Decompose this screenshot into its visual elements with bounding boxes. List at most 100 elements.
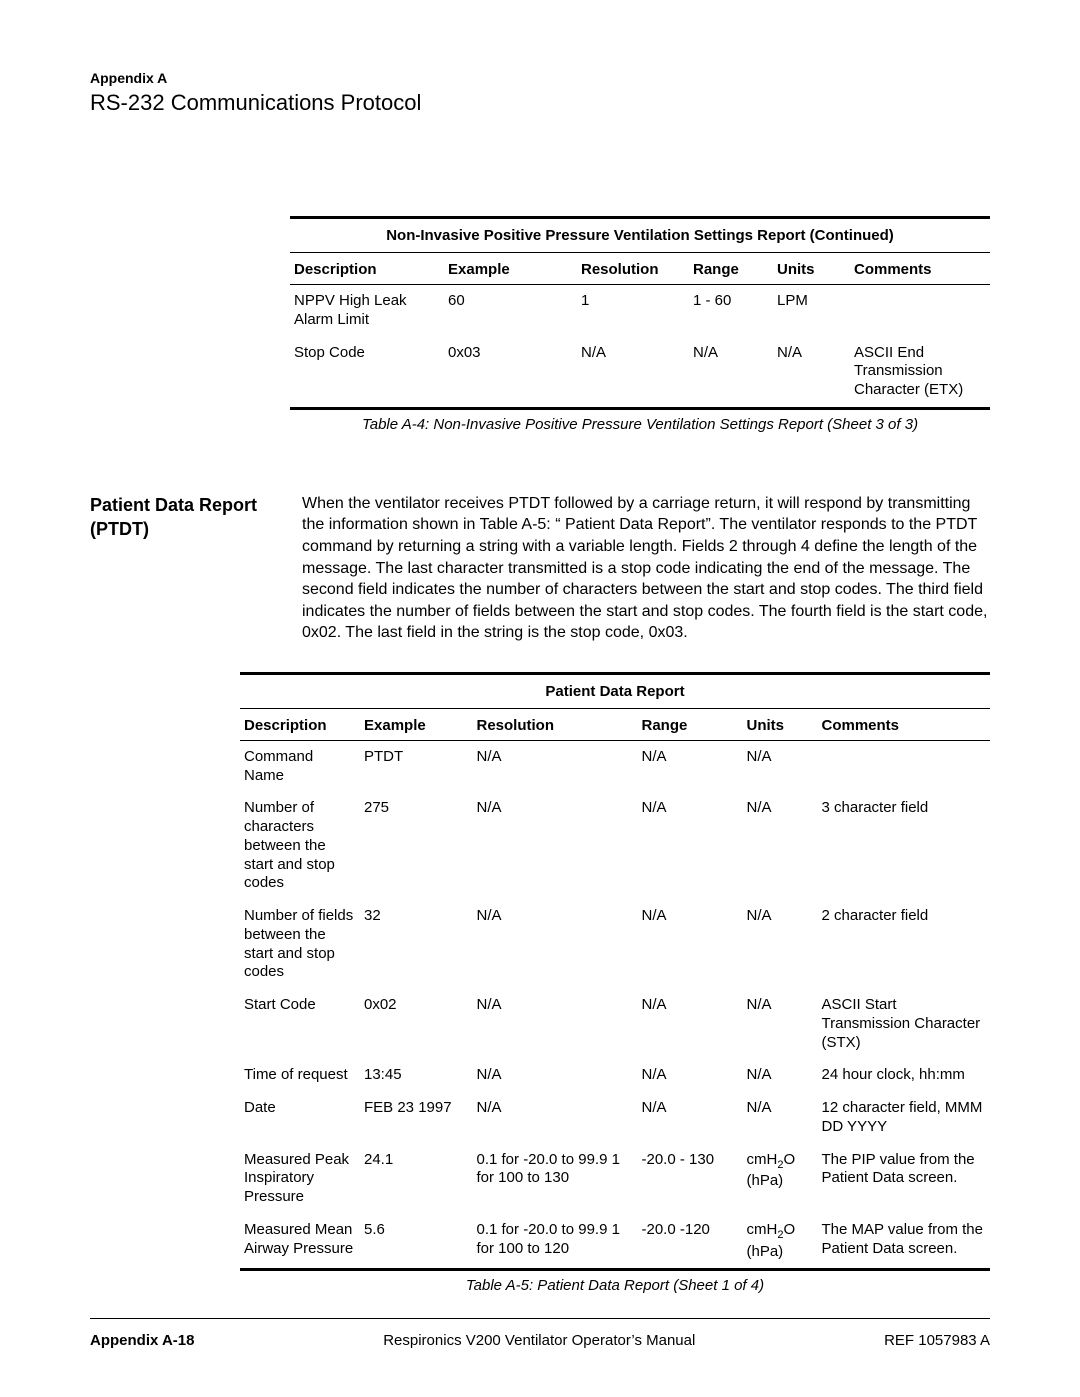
- section-title: Patient Data Report (PTDT): [90, 493, 302, 644]
- table-cell: N/A: [577, 337, 689, 409]
- table-cell: ASCII End Transmission Character (ETX): [850, 337, 990, 409]
- table-a5-wrap: Patient Data ReportDescriptionExampleRes…: [240, 672, 990, 1295]
- table-cell: 0.1 for -20.0 to 99.9 1 for 100 to 130: [473, 1144, 638, 1214]
- column-header: Description: [240, 708, 360, 740]
- table-row: Number of fields between the start and s…: [240, 900, 990, 989]
- column-header: Units: [743, 708, 818, 740]
- footer-center: Respironics V200 Ventilator Operator’s M…: [383, 1332, 695, 1349]
- table-cell: ASCII Start Transmission Character (STX): [818, 989, 991, 1059]
- table-cell: 1 - 60: [689, 285, 773, 337]
- table-row: DateFEB 23 1997N/AN/AN/A12 character fie…: [240, 1092, 990, 1144]
- table-cell: 0x02: [360, 989, 473, 1059]
- table-cell: N/A: [638, 1059, 743, 1092]
- table-row: Number of characters between the start a…: [240, 792, 990, 900]
- table-cell: N/A: [473, 1092, 638, 1144]
- table-cell: N/A: [638, 989, 743, 1059]
- table-cell: [850, 285, 990, 337]
- table-cell: The MAP value from the Patient Data scre…: [818, 1214, 991, 1270]
- table-row: NPPV High Leak Alarm Limit6011 - 60LPM: [290, 285, 990, 337]
- column-header: Comments: [850, 253, 990, 285]
- table-cell: N/A: [473, 740, 638, 792]
- table-cell: 5.6: [360, 1214, 473, 1270]
- table-cell: 32: [360, 900, 473, 989]
- table-cell: 0.1 for -20.0 to 99.9 1 for 100 to 120: [473, 1214, 638, 1270]
- column-header: Description: [290, 253, 444, 285]
- table-cell: 3 character field: [818, 792, 991, 900]
- table-cell: N/A: [743, 740, 818, 792]
- column-header: Range: [638, 708, 743, 740]
- table-row: Start Code0x02N/AN/AN/AASCII Start Trans…: [240, 989, 990, 1059]
- table-cell: N/A: [743, 1059, 818, 1092]
- appendix-label: Appendix A: [90, 70, 990, 86]
- table-cell: N/A: [743, 900, 818, 989]
- table-cell: Number of characters between the start a…: [240, 792, 360, 900]
- section-ptdt: Patient Data Report (PTDT) When the vent…: [90, 493, 990, 644]
- table-cell: 12 character field, MMM DD YYYY: [818, 1092, 991, 1144]
- table-cell: PTDT: [360, 740, 473, 792]
- column-header: Resolution: [577, 253, 689, 285]
- table-title: Patient Data Report: [240, 673, 990, 708]
- table-row: Measured Mean Airway Pressure5.60.1 for …: [240, 1214, 990, 1270]
- table-cell: N/A: [638, 792, 743, 900]
- table-cell: N/A: [473, 1059, 638, 1092]
- table-cell: 0x03: [444, 337, 577, 409]
- table-cell: 60: [444, 285, 577, 337]
- table-cell: N/A: [473, 989, 638, 1059]
- table-a5: Patient Data ReportDescriptionExampleRes…: [240, 672, 990, 1272]
- table-cell: Stop Code: [290, 337, 444, 409]
- footer: Appendix A-18 Respironics V200 Ventilato…: [90, 1332, 990, 1349]
- table-cell: 24 hour clock, hh:mm: [818, 1059, 991, 1092]
- column-header: Units: [773, 253, 850, 285]
- table-row: Time of request13:45N/AN/AN/A24 hour clo…: [240, 1059, 990, 1092]
- column-header: Example: [444, 253, 577, 285]
- table-cell: 24.1: [360, 1144, 473, 1214]
- table-row: Stop Code0x03N/AN/AN/AASCII End Transmis…: [290, 337, 990, 409]
- protocol-title: RS-232 Communications Protocol: [90, 90, 990, 116]
- footer-rule: [90, 1318, 990, 1319]
- table-cell: 13:45: [360, 1059, 473, 1092]
- table-title: Non-Invasive Positive Pressure Ventilati…: [290, 218, 990, 253]
- table-cell: Start Code: [240, 989, 360, 1059]
- table-a5-caption: Table A-5: Patient Data Report (Sheet 1 …: [240, 1277, 990, 1294]
- table-cell: -20.0 -120: [638, 1214, 743, 1270]
- table-cell: 2 character field: [818, 900, 991, 989]
- table-a4-caption: Table A-4: Non-Invasive Positive Pressur…: [290, 416, 990, 433]
- table-cell: 275: [360, 792, 473, 900]
- footer-left: Appendix A-18: [90, 1332, 194, 1349]
- table-cell: NPPV High Leak Alarm Limit: [290, 285, 444, 337]
- table-cell: [818, 740, 991, 792]
- table-cell: The PIP value from the Patient Data scre…: [818, 1144, 991, 1214]
- table-cell: Time of request: [240, 1059, 360, 1092]
- table-cell: N/A: [638, 740, 743, 792]
- column-header: Resolution: [473, 708, 638, 740]
- section-body: When the ventilator receives PTDT follow…: [302, 493, 990, 644]
- column-header: Comments: [818, 708, 991, 740]
- table-cell: LPM: [773, 285, 850, 337]
- table-cell: N/A: [638, 1092, 743, 1144]
- table-a4-wrap: Non-Invasive Positive Pressure Ventilati…: [290, 216, 990, 433]
- table-row: Measured Peak Inspiratory Pressure24.10.…: [240, 1144, 990, 1214]
- column-header: Example: [360, 708, 473, 740]
- table-cell: FEB 23 1997: [360, 1092, 473, 1144]
- table-cell: cmH2O (hPa): [743, 1144, 818, 1214]
- table-cell: N/A: [473, 900, 638, 989]
- page: Appendix A RS-232 Communications Protoco…: [0, 0, 1080, 1397]
- table-cell: cmH2O (hPa): [743, 1214, 818, 1270]
- table-cell: N/A: [743, 989, 818, 1059]
- table-cell: Date: [240, 1092, 360, 1144]
- table-cell: Measured Peak Inspiratory Pressure: [240, 1144, 360, 1214]
- column-header: Range: [689, 253, 773, 285]
- table-cell: -20.0 - 130: [638, 1144, 743, 1214]
- table-cell: N/A: [473, 792, 638, 900]
- table-cell: N/A: [773, 337, 850, 409]
- table-cell: N/A: [689, 337, 773, 409]
- table-a4: Non-Invasive Positive Pressure Ventilati…: [290, 216, 990, 410]
- table-cell: Number of fields between the start and s…: [240, 900, 360, 989]
- footer-right: REF 1057983 A: [884, 1332, 990, 1349]
- table-cell: N/A: [638, 900, 743, 989]
- table-cell: 1: [577, 285, 689, 337]
- table-cell: Command Name: [240, 740, 360, 792]
- table-row: Command NamePTDTN/AN/AN/A: [240, 740, 990, 792]
- table-cell: N/A: [743, 792, 818, 900]
- table-cell: N/A: [743, 1092, 818, 1144]
